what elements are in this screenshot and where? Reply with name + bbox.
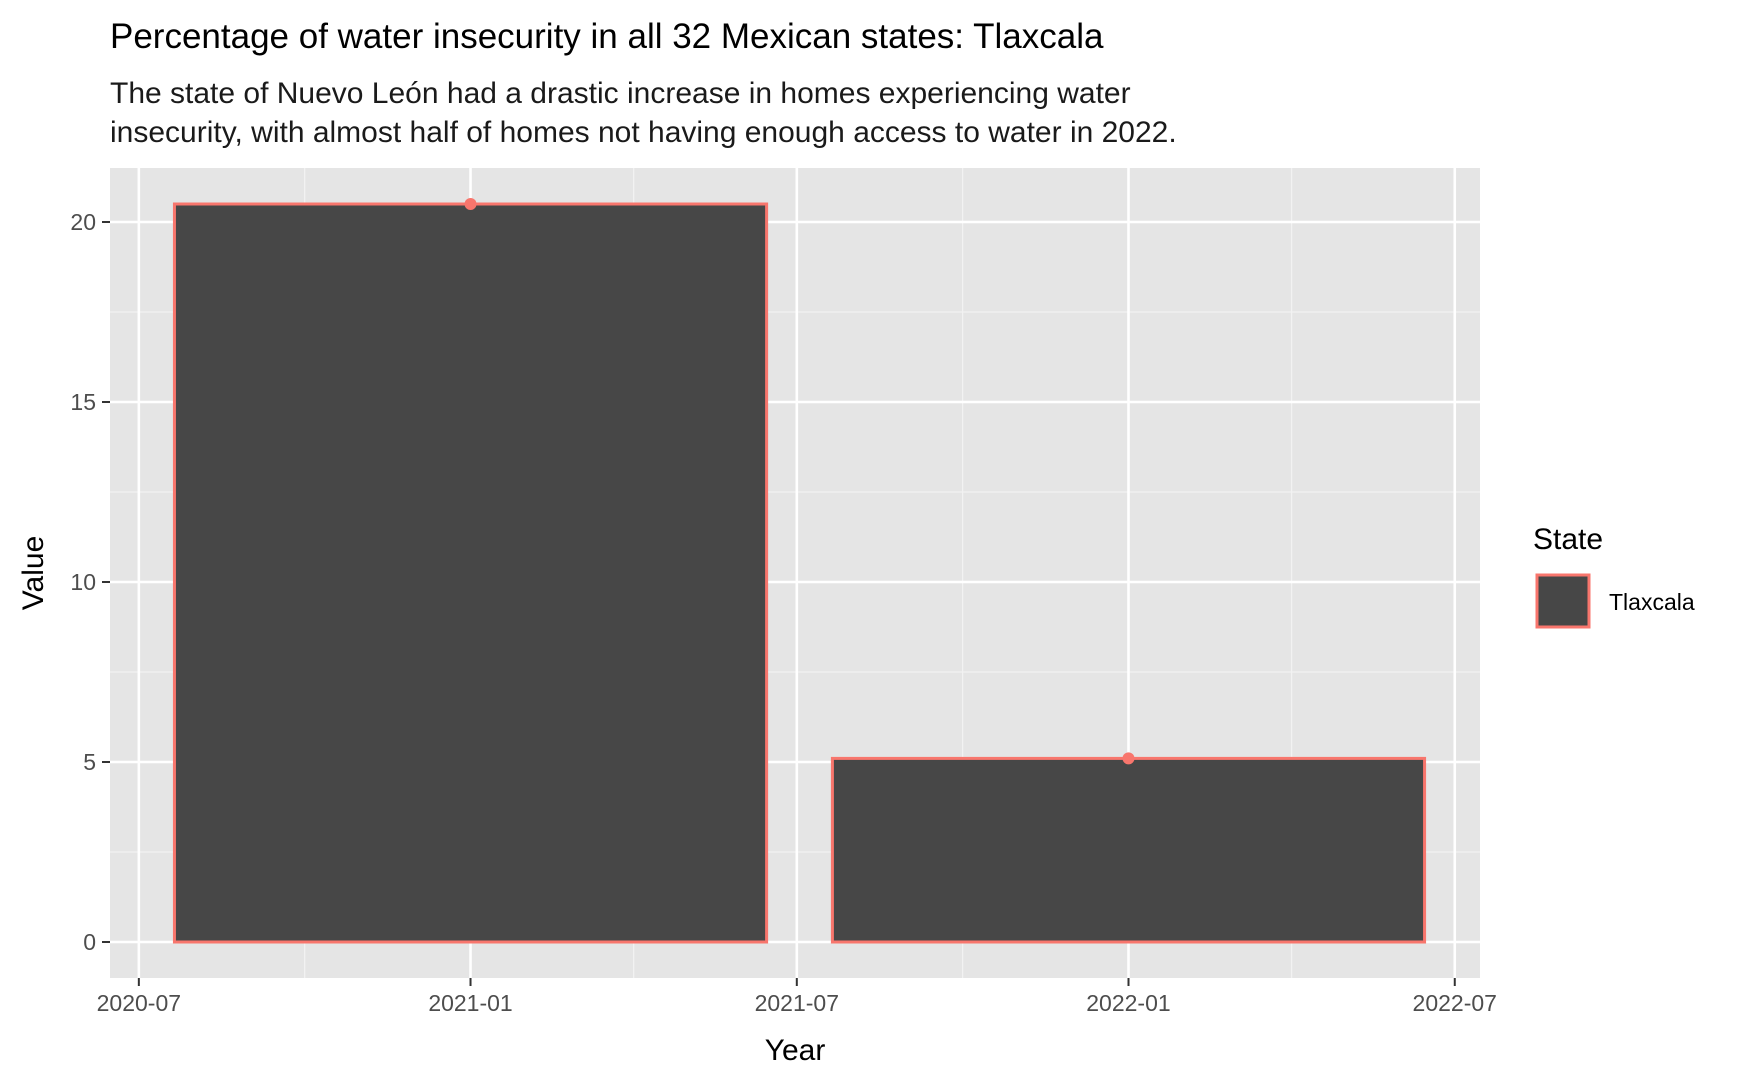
chart-subtitle-line-1: The state of Nuevo León had a drastic in… [110,77,1131,110]
x-tick-label: 2021-01 [428,990,512,1016]
x-tick-label: 2020-07 [97,990,181,1016]
x-tick-label: 2022-07 [1413,990,1497,1016]
x-tick-label: 2021-07 [755,990,839,1016]
legend-title: State [1533,523,1603,556]
x-axis-title: Year [765,1034,826,1067]
y-tick-label: 0 [83,929,96,955]
bar [830,756,1427,944]
bar [172,202,769,944]
chart-subtitle-line-2: insecurity, with almost half of homes no… [110,116,1177,149]
legend-label-tlaxcala: Tlaxcala [1609,589,1695,615]
points [464,198,1135,765]
data-point [1122,752,1135,765]
y-tick-label: 5 [83,749,96,775]
y-tick-label: 10 [70,569,96,595]
bars [172,202,1427,944]
data-point [464,198,477,210]
y-tick-label: 20 [70,209,96,235]
legend: State Tlaxcala [1533,523,1695,629]
y-axis-title: Value [17,536,50,611]
axes: 0 5 10 15 20 2020-07 2021-01 2021-07 2022-01 2022… [70,209,1497,1016]
y-tick-label: 15 [70,389,96,415]
x-tick-label: 2022-01 [1086,990,1170,1016]
legend-key-tlaxcala [1535,573,1591,629]
chart-title: Percentage of water insecurity in all 32… [110,17,1104,56]
